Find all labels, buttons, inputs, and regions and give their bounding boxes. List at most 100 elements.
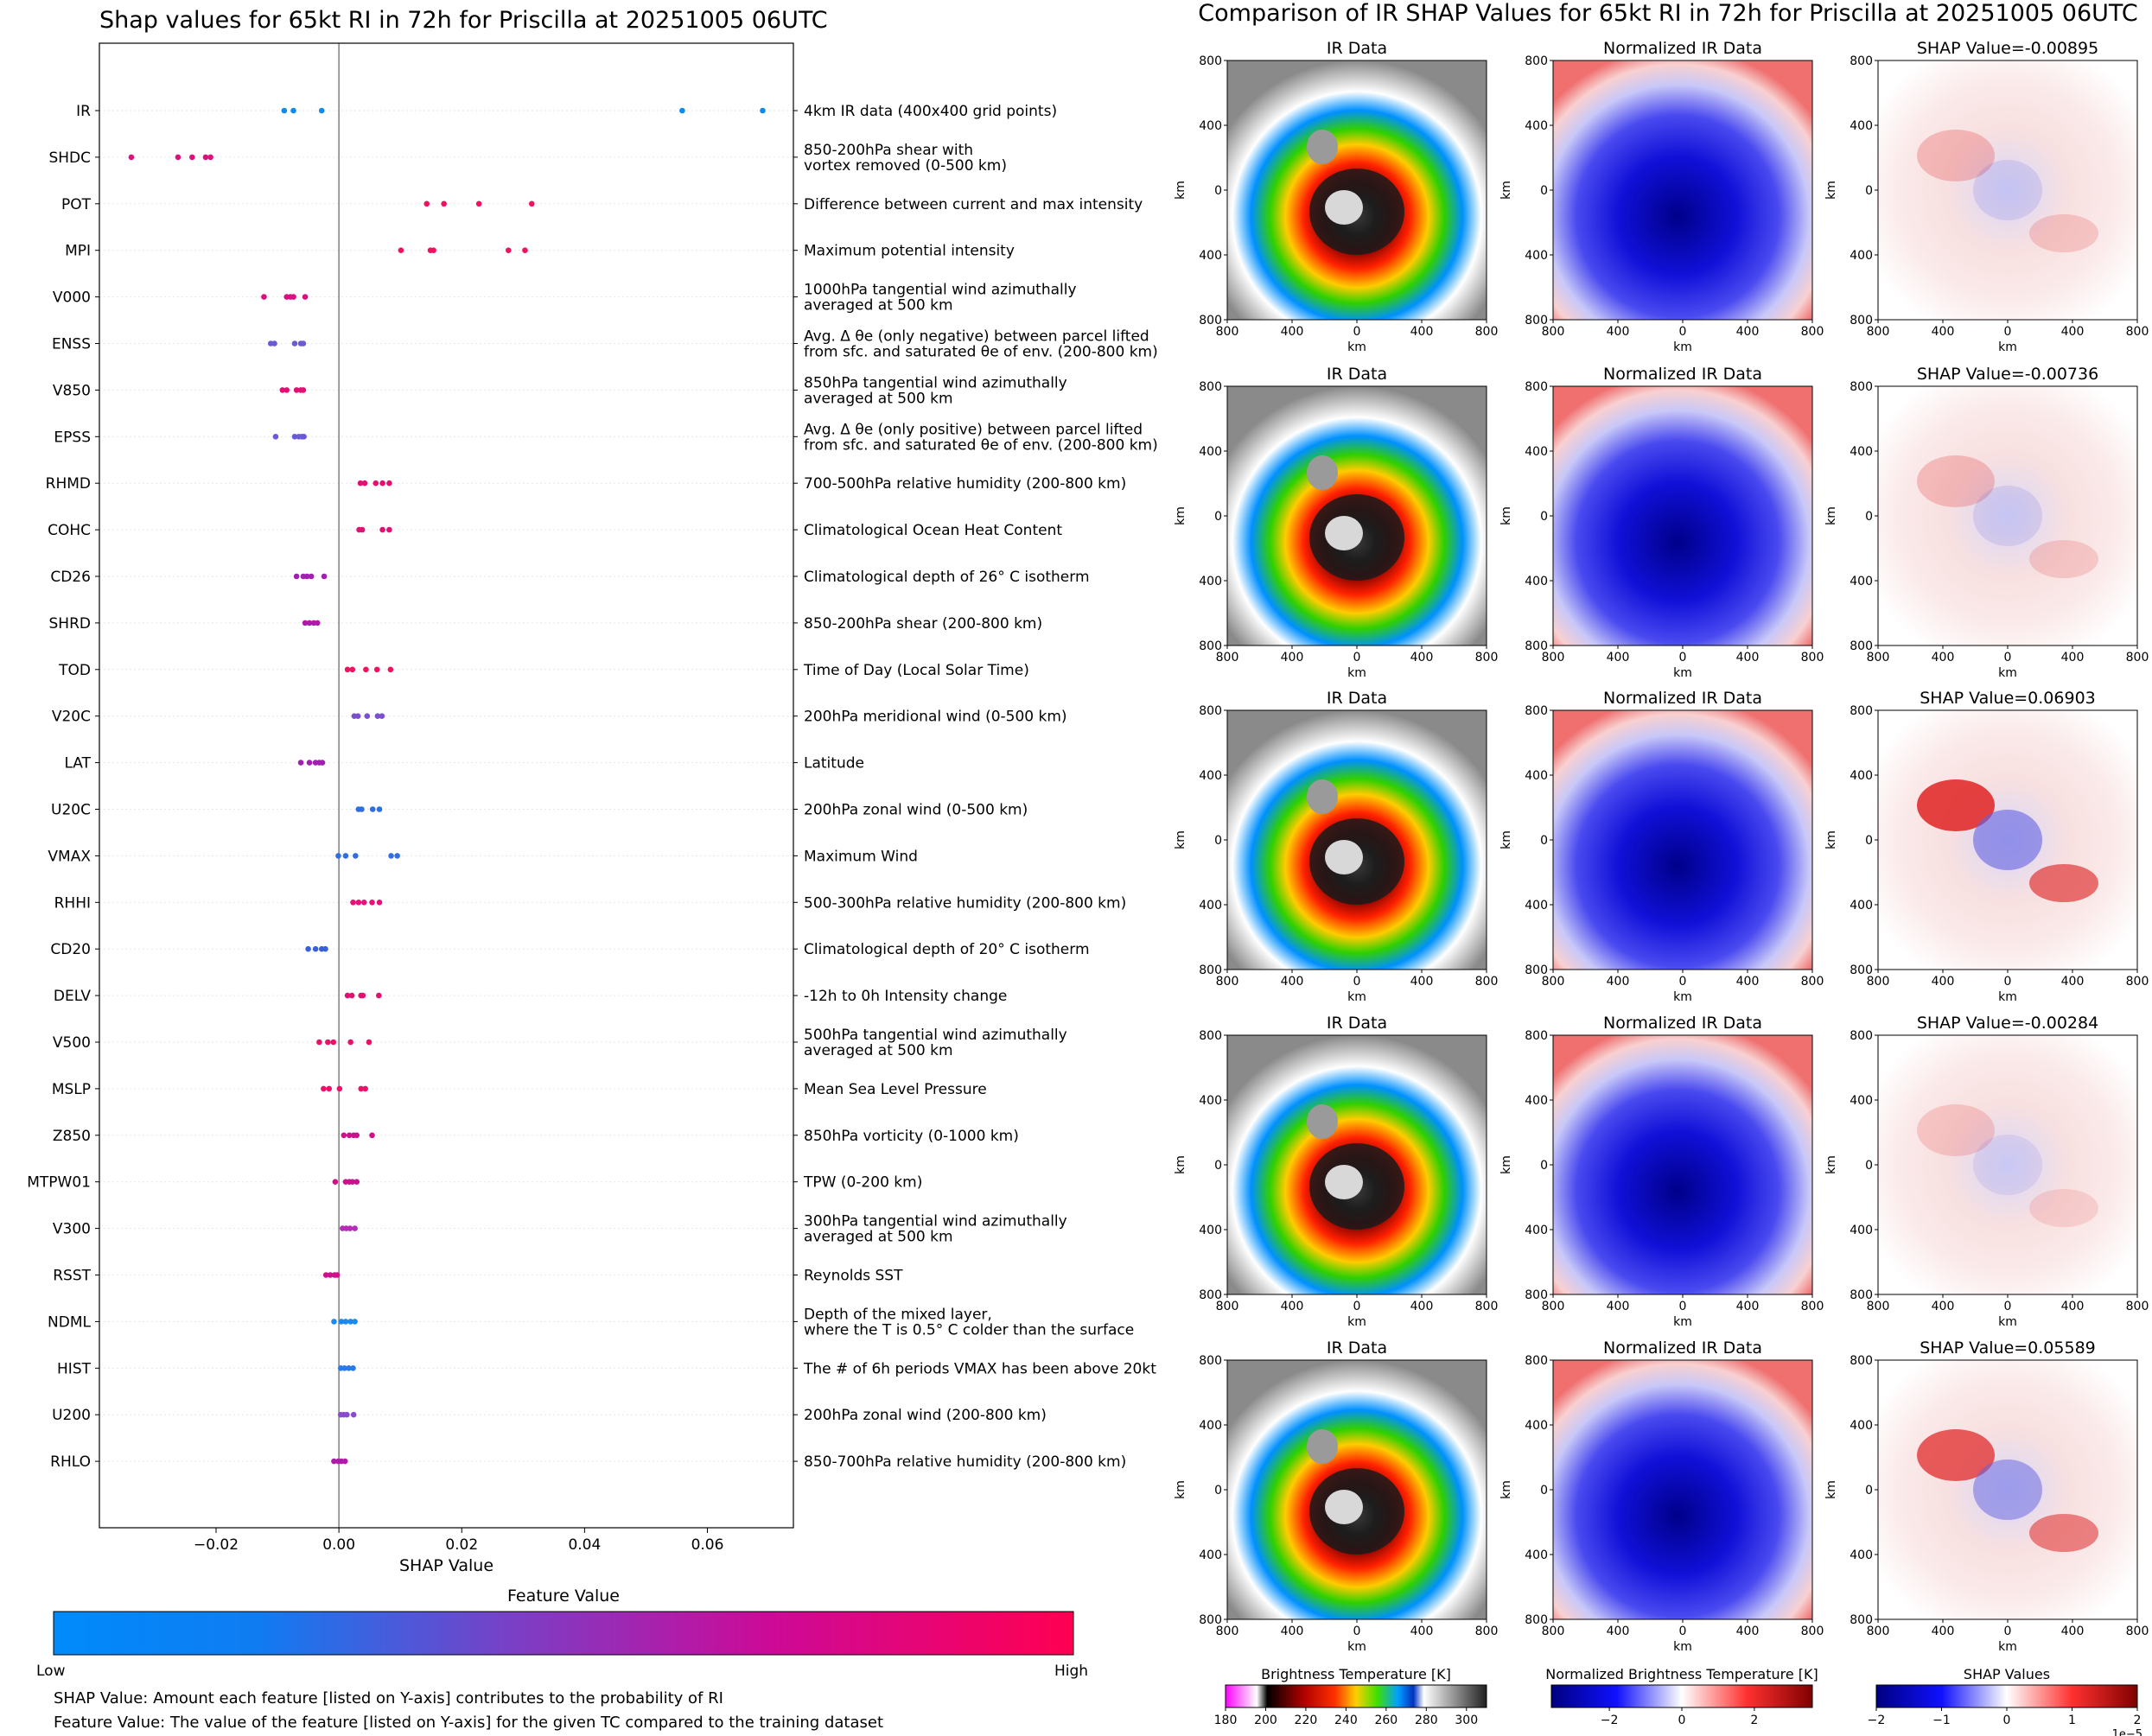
feature-label: V850 [53, 382, 91, 399]
panel-y-tick-label: 400 [1525, 249, 1548, 263]
panel-x-axis-label: km [1673, 1640, 1692, 1654]
feature-label: MTPW01 [27, 1174, 91, 1192]
feature-description: 500hPa tangential wind azimuthally [804, 1027, 1067, 1044]
panel-x-tick-label: 800 [1475, 651, 1499, 665]
panel-y-tick-label: 800 [1525, 54, 1548, 68]
shap-point [372, 480, 379, 486]
x-tick-label: −0.02 [194, 1536, 239, 1554]
panel-x-tick-label: 400 [1932, 975, 1955, 989]
left-chart-title: Shap values for 65kt RI in 72h for Prisc… [99, 7, 828, 34]
shap-point [331, 1319, 337, 1325]
storm-eye [1325, 516, 1363, 550]
panel-x-tick-label: 800 [1867, 1300, 1890, 1313]
feature-value-colorbar [53, 1611, 1074, 1656]
feature-label: RHMD [46, 475, 91, 493]
shap-point [297, 760, 304, 766]
shap-point [373, 666, 380, 673]
panel-y-axis-label: km [1824, 181, 1838, 200]
feature-label: IR [76, 103, 91, 120]
shap-point [342, 1319, 349, 1325]
shap-summary-plot: IR 4km IR data (400x400 grid points) SHDC 8… [27, 42, 1158, 1680]
shap-point [441, 200, 447, 207]
panel-y-tick-label: 400 [1850, 119, 1873, 133]
panel-x-tick-label: 800 [1801, 975, 1824, 989]
panel-y-tick-label: 0 [1214, 1159, 1222, 1173]
shap-point [344, 666, 351, 673]
panel-y-tick-label: 800 [1525, 314, 1548, 327]
panel-y-tick-label: 400 [1850, 899, 1873, 913]
shap-point [189, 154, 195, 161]
panel-x-tick-label: 0 [1353, 651, 1361, 665]
feature-label: RSST [53, 1268, 91, 1285]
feature-description: 700-500hPa relative humidity (200-800 km… [804, 475, 1126, 493]
feature-label: CD20 [50, 941, 91, 958]
feature-label: VMAX [48, 848, 91, 865]
panel-image [1553, 710, 1812, 970]
feature-label: SHDC [48, 149, 91, 167]
shap-point [353, 1132, 360, 1139]
panel-y-tick-label: 800 [1525, 1354, 1548, 1368]
feature-label: V20C [52, 709, 91, 726]
shap-point [387, 666, 394, 673]
feature-description: Mean Sea Level Pressure [804, 1081, 987, 1098]
colorbar-tick-label: −1 [1932, 1714, 1951, 1727]
shap-point [272, 434, 279, 440]
feature-label: HIST [57, 1360, 92, 1377]
panel-y-tick-label: 0 [1540, 834, 1548, 848]
colorbar [1875, 1684, 2138, 1708]
storm-eye [1325, 1490, 1363, 1524]
feature-description: Climatological depth of 20° C isotherm [804, 941, 1090, 958]
shap-positive-blob [2029, 540, 2098, 578]
panel-title: IR Data [1327, 39, 1387, 58]
feature-description: from sfc. and saturated θe of env. (200-… [804, 344, 1158, 361]
panel-x-tick-label: 0 [2004, 325, 2012, 339]
shap-point [505, 247, 512, 254]
shap-point [279, 387, 286, 393]
shap-point [344, 992, 351, 999]
colorbar-tick-label: 2 [2134, 1714, 2142, 1727]
shap-point [332, 1179, 339, 1185]
panel-x-tick-label: 800 [1542, 1625, 1565, 1638]
panel-image [1878, 1360, 2137, 1619]
panel-y-tick-label: 0 [1865, 184, 1873, 198]
panel-x-tick-label: 800 [1475, 325, 1499, 339]
panel-x-axis-label: km [1998, 340, 2017, 354]
panel-x-tick-label: 400 [1281, 1625, 1304, 1638]
panel-y-tick-label: 400 [1850, 445, 1873, 459]
shap-negative-blob [1973, 1135, 2042, 1195]
panel-y-axis-label: km [1174, 506, 1187, 525]
shap-negative-blob [1973, 1459, 2042, 1520]
panel-y-tick-label: 800 [1850, 1288, 1873, 1302]
shap-point [349, 666, 356, 673]
feature-description: 500-300hPa relative humidity (200-800 km… [804, 894, 1126, 912]
panel-y-tick-label: 400 [1199, 899, 1222, 913]
colorbar [1225, 1684, 1487, 1708]
shap-point [350, 900, 356, 906]
panel-y-tick-label: 400 [1199, 1548, 1222, 1562]
panel-x-tick-label: 400 [1410, 975, 1434, 989]
panel-y-axis-label: km [1174, 1155, 1187, 1174]
panel-y-tick-label: 800 [1199, 380, 1222, 394]
shap-point [318, 107, 325, 114]
panel-x-tick-label: 800 [1801, 651, 1824, 665]
panel-y-axis-label: km [1499, 1480, 1513, 1499]
panel-y-tick-label: 400 [1850, 249, 1873, 263]
panel-y-tick-label: 800 [1525, 639, 1548, 653]
shap-point [303, 573, 310, 580]
shap-point [386, 480, 392, 486]
colorbar-tick-label: 240 [1334, 1714, 1358, 1727]
shap-point [342, 853, 349, 859]
panel-x-tick-label: 800 [2126, 1300, 2149, 1313]
shap-value-note: SHAP Value: Amount each feature [listed … [54, 1689, 723, 1707]
shap-point [362, 1085, 368, 1092]
panel-x-tick-label: 0 [1679, 1300, 1687, 1313]
panel-y-axis-label: km [1174, 830, 1187, 849]
panel-x-tick-label: 400 [1607, 325, 1630, 339]
panel-y-tick-label: 400 [1525, 1548, 1548, 1562]
shap-point [369, 806, 376, 812]
panel-x-axis-label: km [1347, 990, 1366, 1004]
panel-image [1553, 60, 1812, 320]
panel-y-tick-label: 800 [1199, 1288, 1222, 1302]
panel-y-tick-label: 800 [1525, 963, 1548, 977]
